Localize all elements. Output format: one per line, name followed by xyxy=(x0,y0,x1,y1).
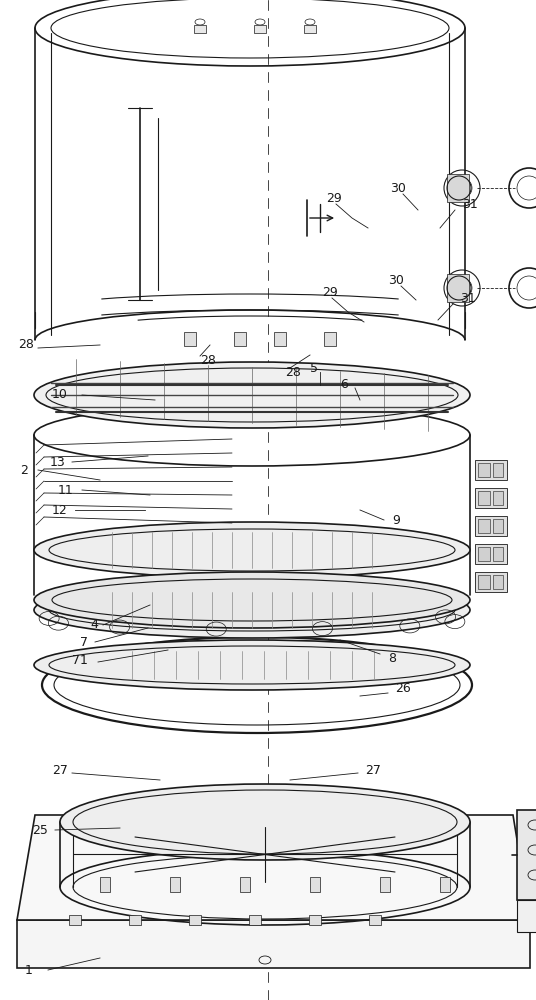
Bar xyxy=(324,332,336,346)
Bar xyxy=(189,915,201,925)
Text: 6: 6 xyxy=(340,378,348,391)
Text: 29: 29 xyxy=(326,192,342,205)
Bar xyxy=(17,920,530,968)
Bar xyxy=(440,877,450,892)
Bar xyxy=(517,810,536,900)
Bar xyxy=(478,575,490,589)
Text: 30: 30 xyxy=(390,182,406,194)
Ellipse shape xyxy=(34,582,470,638)
Bar xyxy=(478,463,490,477)
Bar xyxy=(475,572,507,592)
Text: 27: 27 xyxy=(52,764,68,776)
Polygon shape xyxy=(17,815,530,920)
Text: 27: 27 xyxy=(365,764,381,776)
Ellipse shape xyxy=(34,572,470,628)
Text: 28: 28 xyxy=(200,354,216,366)
Text: 28: 28 xyxy=(285,366,301,379)
Ellipse shape xyxy=(34,640,470,690)
Bar xyxy=(475,488,507,508)
Text: 12: 12 xyxy=(52,504,68,516)
Text: 29: 29 xyxy=(322,286,338,298)
Bar xyxy=(380,877,390,892)
Bar xyxy=(309,915,321,925)
Bar xyxy=(493,491,503,505)
Text: 71: 71 xyxy=(72,654,88,666)
Bar xyxy=(475,460,507,480)
Text: 5: 5 xyxy=(310,361,318,374)
Text: 11: 11 xyxy=(58,484,74,496)
Text: 31: 31 xyxy=(462,198,478,212)
Text: 25: 25 xyxy=(32,824,48,836)
Bar xyxy=(475,544,507,564)
Bar xyxy=(447,274,469,302)
Bar xyxy=(475,516,507,536)
Bar xyxy=(478,519,490,533)
Ellipse shape xyxy=(34,362,470,428)
Bar xyxy=(493,547,503,561)
Text: 1: 1 xyxy=(25,964,33,976)
Bar xyxy=(369,915,381,925)
Text: 28: 28 xyxy=(18,338,34,352)
Bar xyxy=(274,332,286,346)
Text: 13: 13 xyxy=(50,456,66,468)
Bar xyxy=(478,547,490,561)
Bar xyxy=(493,519,503,533)
Bar xyxy=(304,25,316,33)
Bar xyxy=(240,877,250,892)
Bar xyxy=(310,877,320,892)
Bar xyxy=(194,25,206,33)
Bar xyxy=(249,915,261,925)
Ellipse shape xyxy=(34,522,470,578)
Text: 2: 2 xyxy=(20,464,28,477)
Text: 26: 26 xyxy=(395,682,411,694)
Bar xyxy=(100,877,110,892)
Bar xyxy=(129,915,141,925)
Bar xyxy=(184,332,196,346)
Bar xyxy=(478,491,490,505)
Ellipse shape xyxy=(60,784,470,860)
Text: 31: 31 xyxy=(460,292,476,304)
Text: 7: 7 xyxy=(80,636,88,648)
Bar xyxy=(69,915,81,925)
Text: 9: 9 xyxy=(392,514,400,526)
Bar xyxy=(517,900,536,932)
Bar xyxy=(447,174,469,202)
Bar xyxy=(170,877,180,892)
Text: 8: 8 xyxy=(388,652,396,664)
Text: 4: 4 xyxy=(90,618,98,632)
Bar xyxy=(234,332,246,346)
Bar xyxy=(493,575,503,589)
Text: 10: 10 xyxy=(52,388,68,401)
Text: 30: 30 xyxy=(388,273,404,286)
Bar xyxy=(254,25,266,33)
Bar xyxy=(493,463,503,477)
